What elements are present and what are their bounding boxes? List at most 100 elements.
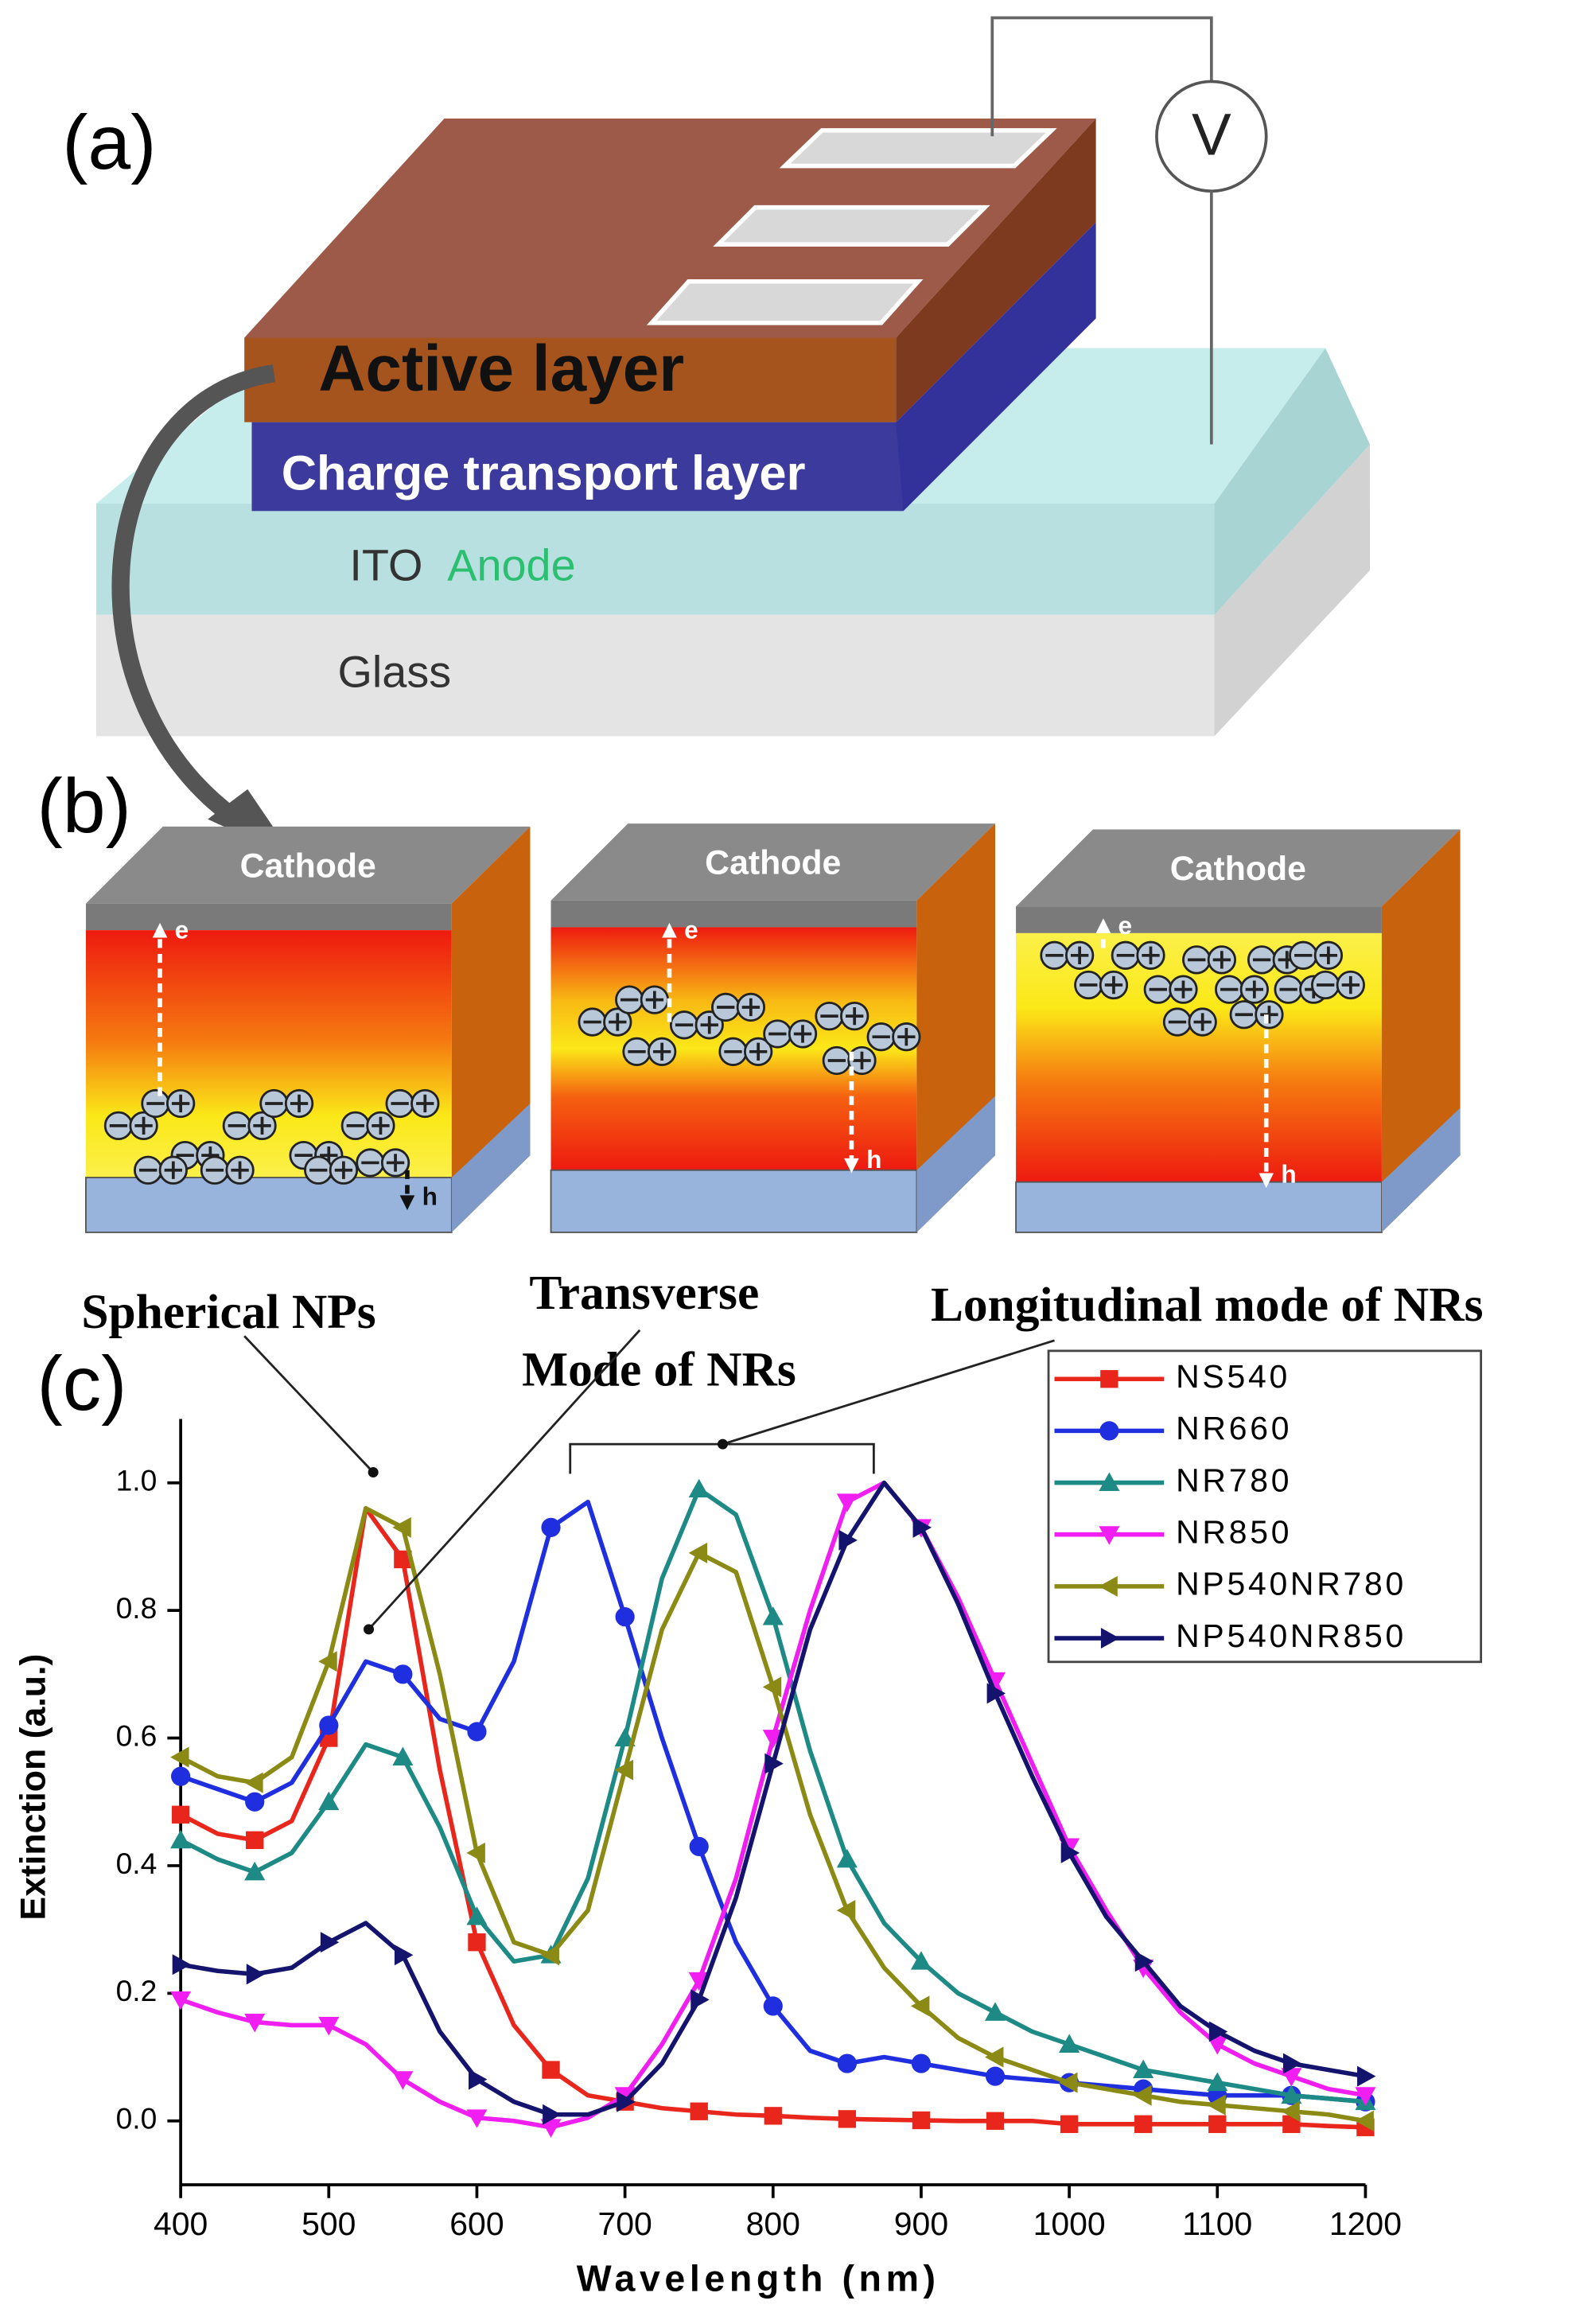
annotation-line <box>368 1329 641 1630</box>
marker <box>836 1848 858 1868</box>
particle-sign <box>334 1161 353 1179</box>
marker <box>244 1861 266 1881</box>
annotation-dot <box>717 1438 729 1450</box>
arrow <box>111 364 276 838</box>
marker <box>1207 2094 1226 2116</box>
ito-side <box>1214 348 1371 615</box>
marker <box>691 1989 710 2011</box>
particle-sign <box>171 1094 190 1113</box>
marker <box>688 1972 710 1991</box>
marker <box>1207 2036 1228 2055</box>
panel-label: (a) <box>62 99 156 185</box>
marker <box>985 2066 1006 2086</box>
marker <box>762 1606 784 1625</box>
legend-label: NS540 <box>1176 1358 1290 1395</box>
marker <box>1060 1842 1080 1863</box>
particle-sign <box>1319 946 1338 964</box>
marker <box>172 1954 192 1976</box>
x-tick-label: 600 <box>449 2205 504 2242</box>
marker <box>466 1842 485 1863</box>
marker <box>910 1995 930 2017</box>
particle-sign <box>231 1161 249 1179</box>
marker <box>836 1493 858 1512</box>
legend-marker <box>1100 1370 1118 1388</box>
marker <box>467 1722 487 1742</box>
marker <box>244 2014 266 2033</box>
layer-label: Glass <box>337 647 451 697</box>
marker <box>466 1906 488 1925</box>
cathode-label: Cathode <box>1170 850 1306 888</box>
marker <box>838 1529 858 1551</box>
particle-sign <box>741 998 761 1017</box>
marker <box>171 1805 190 1824</box>
marker <box>984 2046 1004 2068</box>
wire <box>990 16 1213 137</box>
particle-sign <box>372 1116 390 1135</box>
cathode-top <box>85 826 531 904</box>
cathode-label: Cathode <box>705 844 841 882</box>
marker <box>837 2053 857 2073</box>
marker <box>984 2002 1006 2021</box>
marker <box>540 2119 562 2138</box>
marker <box>762 1730 784 1749</box>
marker <box>838 2110 857 2128</box>
marker <box>1281 2085 1302 2104</box>
particle-sign <box>1341 975 1360 995</box>
marker <box>171 1766 191 1786</box>
marker <box>912 1516 932 1538</box>
particle-sign <box>700 1016 718 1034</box>
x-tick-label: 1200 <box>1329 2205 1402 2242</box>
marker <box>1355 2087 1376 2106</box>
carrier-label: e <box>1118 911 1133 940</box>
marker <box>910 1951 932 1970</box>
marker <box>319 1715 339 1735</box>
annotation-dot <box>368 1467 379 1478</box>
particle-sign <box>1193 1013 1212 1031</box>
marker <box>1207 2072 1228 2092</box>
layer-label: Charge transport layer <box>282 446 806 501</box>
legend-box <box>1047 1349 1483 1664</box>
layer-label: Active layer <box>318 333 684 405</box>
marker <box>541 1517 561 1537</box>
marker <box>318 1791 340 1811</box>
marker <box>690 2102 708 2120</box>
legend-label: NR780 <box>1176 1462 1292 1498</box>
marker <box>246 1831 264 1850</box>
panel-b: e h Cathode e h Cathode e h Cathode <box>85 823 1461 1233</box>
particle-sign <box>253 1116 271 1135</box>
marker <box>320 1932 340 1953</box>
annotation: Spherical NPs <box>81 1285 375 1339</box>
legend-marker <box>1099 1575 1118 1597</box>
marker <box>1133 2085 1152 2106</box>
particle-sign <box>749 1042 768 1061</box>
substrate <box>550 1169 918 1233</box>
arrow-head <box>844 1158 859 1174</box>
particle-sign <box>1245 980 1263 999</box>
particle-sign <box>1070 946 1089 964</box>
carrier-label: h <box>1281 1160 1296 1189</box>
substrate <box>85 1177 453 1233</box>
marker <box>543 2104 562 2125</box>
legend-marker <box>1099 1526 1120 1545</box>
legend-label: NP540NR850 <box>1176 1617 1406 1654</box>
legend-label: NP540NR780 <box>1176 1566 1406 1602</box>
x-tick-label: 900 <box>894 2205 948 2242</box>
x-tick-label: 500 <box>301 2205 356 2242</box>
marker <box>540 1944 559 1966</box>
y-tick-label: 0.8 <box>116 1591 158 1625</box>
marker <box>466 2109 488 2128</box>
x-tick-label: 800 <box>746 2205 800 2242</box>
marker <box>394 1550 412 1569</box>
legend-marker <box>1099 1472 1120 1491</box>
marker <box>762 1676 782 1698</box>
cathode-top <box>1016 829 1461 907</box>
electrode <box>779 128 1057 169</box>
charge-transport-layer <box>251 422 904 512</box>
marker <box>469 2069 488 2090</box>
marker <box>170 1746 189 1768</box>
marker <box>986 1683 1006 1704</box>
marker <box>170 1991 192 2011</box>
glass-side <box>1214 444 1371 737</box>
marker <box>688 1478 710 1498</box>
